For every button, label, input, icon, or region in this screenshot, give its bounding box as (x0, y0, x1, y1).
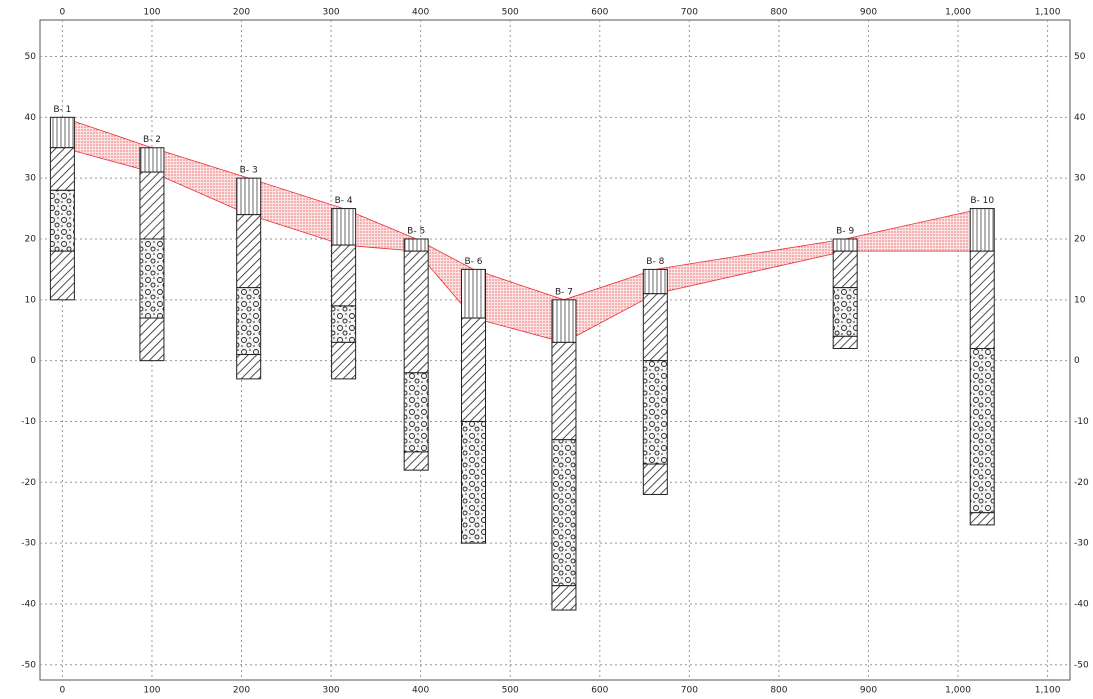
y-tick-label: -10 (21, 417, 36, 427)
borehole-layer (551, 439, 577, 587)
borehole-label: B- 2 (143, 135, 161, 145)
borehole-label: B- 9 (836, 226, 854, 236)
x-tick-label: 200 (233, 8, 250, 18)
borehole-label: B- 1 (53, 105, 71, 115)
borehole-layer (236, 214, 262, 289)
borehole-layer (331, 305, 357, 343)
borehole-layer (460, 317, 486, 422)
borehole-layer (236, 354, 262, 380)
x-tick-label: 1,100 (1035, 8, 1061, 18)
x-tick-label: 300 (322, 8, 339, 18)
x-tick-label: 1,100 (1035, 686, 1061, 696)
borehole-layer (49, 147, 75, 191)
y-tick-label: -20 (21, 478, 36, 488)
x-tick-label: 300 (322, 686, 339, 696)
borehole-layer (403, 250, 429, 374)
borehole-layer (49, 189, 75, 252)
borehole-label: B- 5 (407, 226, 425, 236)
x-tick-label: 1,000 (945, 8, 971, 18)
borehole-layer (403, 451, 429, 471)
x-tick-label: 900 (860, 8, 877, 18)
borehole-label: B- 6 (464, 257, 482, 267)
borehole-layer (832, 287, 858, 337)
y-tick-label: 10 (25, 295, 37, 305)
borehole-layer (832, 250, 858, 289)
x-tick-label: 100 (143, 8, 160, 18)
x-tick-label: 800 (770, 686, 787, 696)
borehole-layer (236, 287, 262, 356)
y-tick-label: -30 (21, 539, 36, 549)
y-tick-label: -40 (1074, 599, 1089, 609)
borehole-label: B- 8 (646, 257, 664, 267)
y-tick-label: -40 (21, 599, 36, 609)
borehole-layer (642, 360, 668, 465)
borehole-layer (642, 293, 668, 362)
y-tick-label: 30 (1074, 174, 1086, 184)
borehole-layer (49, 116, 75, 149)
y-tick-label: 30 (25, 174, 37, 184)
borehole-layer (832, 335, 858, 349)
borehole-layer (236, 177, 262, 216)
y-tick-label: -10 (1074, 417, 1089, 427)
borehole-layer (139, 171, 165, 240)
y-tick-label: 0 (1074, 356, 1080, 366)
borehole-layer (969, 250, 995, 349)
borehole-layer (969, 347, 995, 514)
y-tick-label: 50 (25, 52, 37, 62)
y-tick-label: -30 (1074, 539, 1089, 549)
borehole-layer (969, 208, 995, 252)
x-tick-label: 0 (60, 686, 66, 696)
borehole-layer (331, 208, 357, 246)
y-tick-label: 50 (1074, 52, 1086, 62)
x-tick-label: 0 (60, 8, 66, 18)
y-tick-label: 40 (25, 113, 37, 123)
x-tick-label: 600 (591, 8, 608, 18)
y-tick-label: -50 (21, 660, 36, 670)
borehole-layer (460, 268, 486, 319)
borehole-layer (139, 238, 165, 319)
borehole-layer (642, 268, 668, 295)
borehole-layer (403, 372, 429, 453)
y-tick-label: 20 (1074, 234, 1086, 244)
x-tick-label: 900 (860, 686, 877, 696)
borehole-label: B- 3 (240, 166, 258, 176)
borehole-layer (139, 317, 165, 362)
x-tick-label: 500 (502, 686, 519, 696)
x-tick-label: 400 (412, 686, 429, 696)
borehole-layer (139, 147, 165, 173)
borehole-layer (403, 238, 429, 252)
borehole-label: B- 7 (555, 287, 573, 297)
borehole-layer (331, 341, 357, 380)
borehole-layer (551, 341, 577, 441)
x-tick-label: 600 (591, 686, 608, 696)
y-tick-label: 40 (1074, 113, 1086, 123)
y-tick-label: 20 (25, 234, 37, 244)
y-tick-label: -20 (1074, 478, 1089, 488)
x-tick-label: 700 (681, 8, 698, 18)
y-tick-label: 10 (1074, 295, 1086, 305)
y-tick-label: -50 (1074, 660, 1089, 670)
borehole-layer (551, 299, 577, 343)
borehole-label: B- 10 (970, 196, 994, 206)
x-tick-label: 100 (143, 686, 160, 696)
borehole-layer (460, 420, 486, 544)
x-tick-label: 400 (412, 8, 429, 18)
borehole-layer (331, 244, 357, 307)
y-tick-label: 0 (30, 356, 36, 366)
borehole-layer (969, 512, 995, 526)
x-tick-label: 700 (681, 686, 698, 696)
x-tick-label: 500 (502, 8, 519, 18)
borehole-layer (49, 250, 75, 301)
borehole-label: B- 4 (335, 196, 353, 206)
borehole-layer (551, 585, 577, 611)
x-tick-label: 200 (233, 686, 250, 696)
borehole-layer (642, 463, 668, 495)
x-tick-label: 1,000 (945, 686, 971, 696)
x-tick-label: 800 (770, 8, 787, 18)
borehole-layer (832, 238, 858, 252)
